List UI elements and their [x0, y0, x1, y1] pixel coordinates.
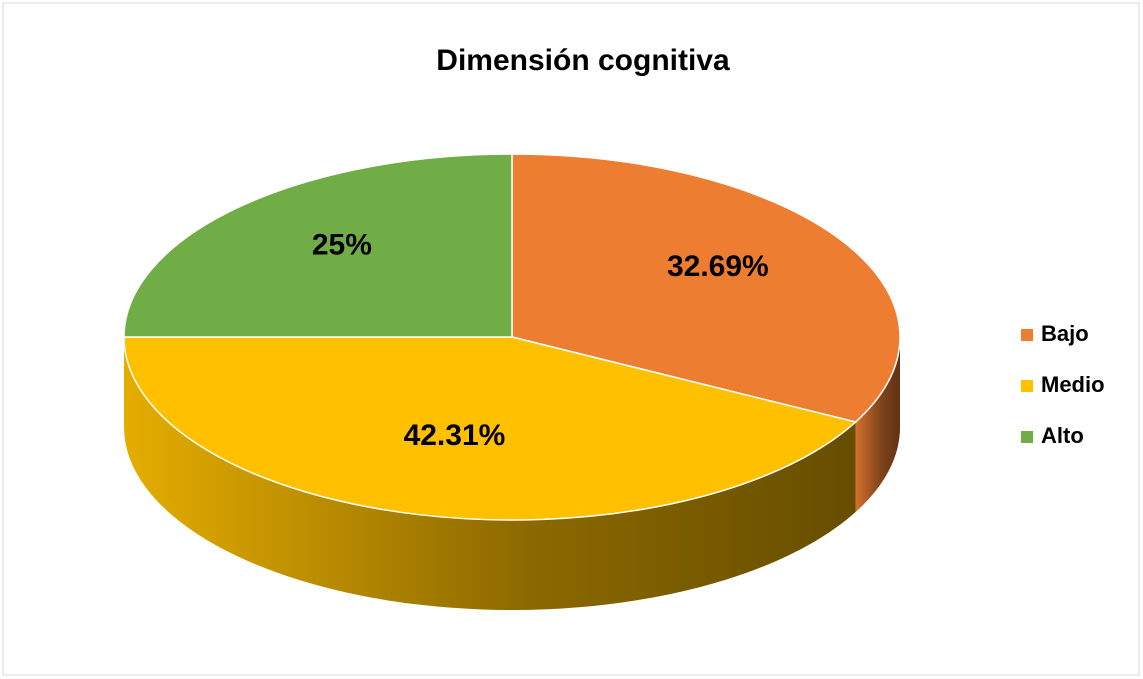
data-label: 25%: [312, 229, 372, 262]
slice: [123, 336, 858, 521]
chart-title: Dimensión cognitiva: [436, 44, 730, 77]
legend-swatch: [1021, 329, 1033, 341]
slice: [123, 153, 513, 338]
legend-swatch: [1021, 380, 1033, 392]
data-label: 32.69%: [667, 250, 769, 283]
data-label: 42.31%: [404, 419, 506, 452]
legend-label: Bajo: [1041, 321, 1089, 346]
legend-label: Alto: [1041, 423, 1084, 448]
legend-swatch: [1021, 431, 1033, 443]
slice: [511, 153, 901, 423]
slice-side-shade: [124, 337, 856, 610]
legend-label: Medio: [1041, 372, 1105, 397]
